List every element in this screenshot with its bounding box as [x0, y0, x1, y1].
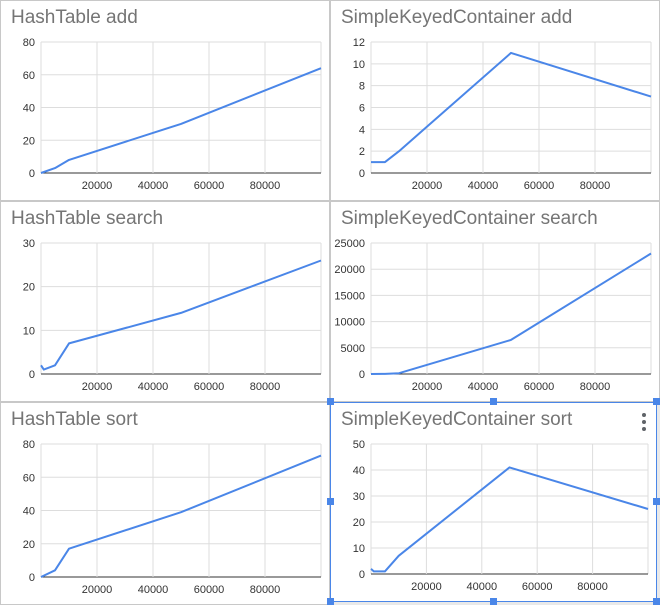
series-line [40, 259, 322, 371]
x-tick-label: 60000 [524, 180, 555, 192]
x-tick-label: 40000 [138, 381, 169, 393]
resize-handle-top-right[interactable] [653, 398, 660, 405]
y-tick-label: 8 [359, 81, 365, 93]
x-tick-label: 40000 [138, 180, 169, 192]
x-tick-label: 20000 [412, 180, 443, 192]
series-line [40, 67, 322, 174]
y-tick-label: 12 [353, 37, 365, 49]
y-tick-label: 50 [353, 439, 365, 451]
resize-handle-bottom-right[interactable] [653, 598, 660, 605]
y-tick-label: 60 [23, 472, 35, 484]
series-line [370, 252, 652, 375]
y-tick-label: 20 [23, 282, 35, 294]
chart-plot: 0 5000 10000 15000 20000 25000 20000 40000 60000… [334, 238, 652, 393]
resize-handle-right[interactable] [653, 498, 660, 505]
y-tick-label: 5000 [341, 343, 365, 355]
y-tick-label: 0 [29, 168, 35, 180]
chart-plot: 0 2 4 6 8 10 12 20000 40000 60000 80000 [353, 37, 652, 192]
x-tick-label: 40000 [467, 581, 498, 593]
y-tick-label: 20000 [334, 264, 365, 276]
x-tick-label: 80000 [250, 180, 281, 192]
x-tick-label: 60000 [194, 584, 225, 596]
x-tick-label: 80000 [577, 581, 608, 593]
y-tick-label: 10 [353, 59, 365, 71]
y-tick-label: 25000 [334, 238, 365, 250]
x-tick-label: 80000 [250, 381, 281, 393]
y-tick-label: 40 [353, 465, 365, 477]
y-tick-label: 10 [353, 543, 365, 555]
x-tick-label: 60000 [194, 180, 225, 192]
x-tick-label: 40000 [138, 584, 169, 596]
y-tick-label: 15000 [334, 290, 365, 302]
resize-handle-bottom-left[interactable] [327, 598, 334, 605]
series-line [370, 466, 649, 573]
y-tick-label: 0 [29, 369, 35, 381]
chart-simplekeyed-search[interactable]: SimpleKeyedContainer search 0 5000 10000 15… [330, 201, 660, 402]
chart-title: SimpleKeyedContainer add [341, 7, 573, 28]
x-tick-label: 20000 [412, 381, 443, 393]
y-tick-label: 30 [353, 491, 365, 503]
chart-plot: 0 10 20 30 20000 40000 60000 80000 [23, 238, 322, 393]
x-tick-label: 60000 [524, 381, 555, 393]
y-tick-label: 2 [359, 146, 365, 158]
y-tick-label: 40 [23, 506, 35, 518]
chart-simplekeyed-add[interactable]: SimpleKeyedContainer add 0 2 4 6 8 10 12 20000 4… [330, 0, 660, 201]
y-tick-label: 0 [359, 369, 365, 381]
chart-hashtable-add[interactable]: HashTable add 0 20 40 60 80 20000 40000 60000 80… [0, 0, 330, 201]
x-tick-label: 20000 [411, 581, 442, 593]
y-tick-label: 20 [23, 539, 35, 551]
y-tick-label: 80 [23, 439, 35, 451]
y-tick-label: 20 [353, 517, 365, 529]
x-tick-label: 80000 [250, 584, 281, 596]
chart-title: SimpleKeyedContainer sort [341, 409, 573, 430]
more-options-icon[interactable] [642, 413, 646, 431]
chart-plot: 0 20 40 60 80 20000 40000 60000 80000 [23, 37, 322, 192]
chart-plot: 0 20 40 60 80 20000 40000 60000 80000 [23, 439, 322, 596]
y-tick-label: 30 [23, 238, 35, 250]
y-tick-label: 80 [23, 37, 35, 49]
chart-simplekeyed-sort[interactable]: SimpleKeyedContainer sort 0 10 20 30 40 50 200… [330, 402, 657, 602]
x-tick-label: 40000 [468, 180, 499, 192]
chart-title: HashTable add [11, 7, 138, 28]
resize-handle-bottom[interactable] [490, 598, 497, 605]
x-tick-label: 40000 [468, 381, 499, 393]
y-tick-label: 6 [359, 103, 365, 115]
x-tick-label: 20000 [82, 180, 113, 192]
resize-handle-left[interactable] [327, 498, 334, 505]
y-tick-label: 4 [359, 124, 365, 136]
resize-handle-top-left[interactable] [327, 398, 334, 405]
chart-title: HashTable search [11, 208, 164, 229]
y-tick-label: 10 [23, 325, 35, 337]
y-tick-label: 20 [23, 135, 35, 147]
y-tick-label: 60 [23, 70, 35, 82]
y-tick-label: 10000 [334, 317, 365, 329]
x-tick-label: 80000 [580, 180, 611, 192]
series-line [371, 51, 652, 164]
x-tick-label: 60000 [194, 381, 225, 393]
x-tick-label: 80000 [580, 381, 611, 393]
y-tick-label: 40 [23, 103, 35, 115]
chart-hashtable-sort[interactable]: HashTable sort 0 20 40 60 80 20000 40000 60000 8… [0, 402, 330, 605]
y-tick-label: 0 [359, 569, 365, 581]
y-tick-label: 0 [359, 168, 365, 180]
x-tick-label: 20000 [82, 584, 113, 596]
chart-title: HashTable sort [11, 409, 138, 430]
resize-handle-top[interactable] [490, 398, 497, 405]
series-line [40, 454, 322, 578]
chart-plot: 0 10 20 30 40 50 20000 40000 60000 80000 [353, 439, 649, 593]
chart-hashtable-search[interactable]: HashTable search 0 10 20 30 20000 40000 60000 8… [0, 201, 330, 402]
x-tick-label: 60000 [522, 581, 553, 593]
chart-title: SimpleKeyedContainer search [341, 208, 598, 229]
x-tick-label: 20000 [82, 381, 113, 393]
y-tick-label: 0 [29, 572, 35, 584]
